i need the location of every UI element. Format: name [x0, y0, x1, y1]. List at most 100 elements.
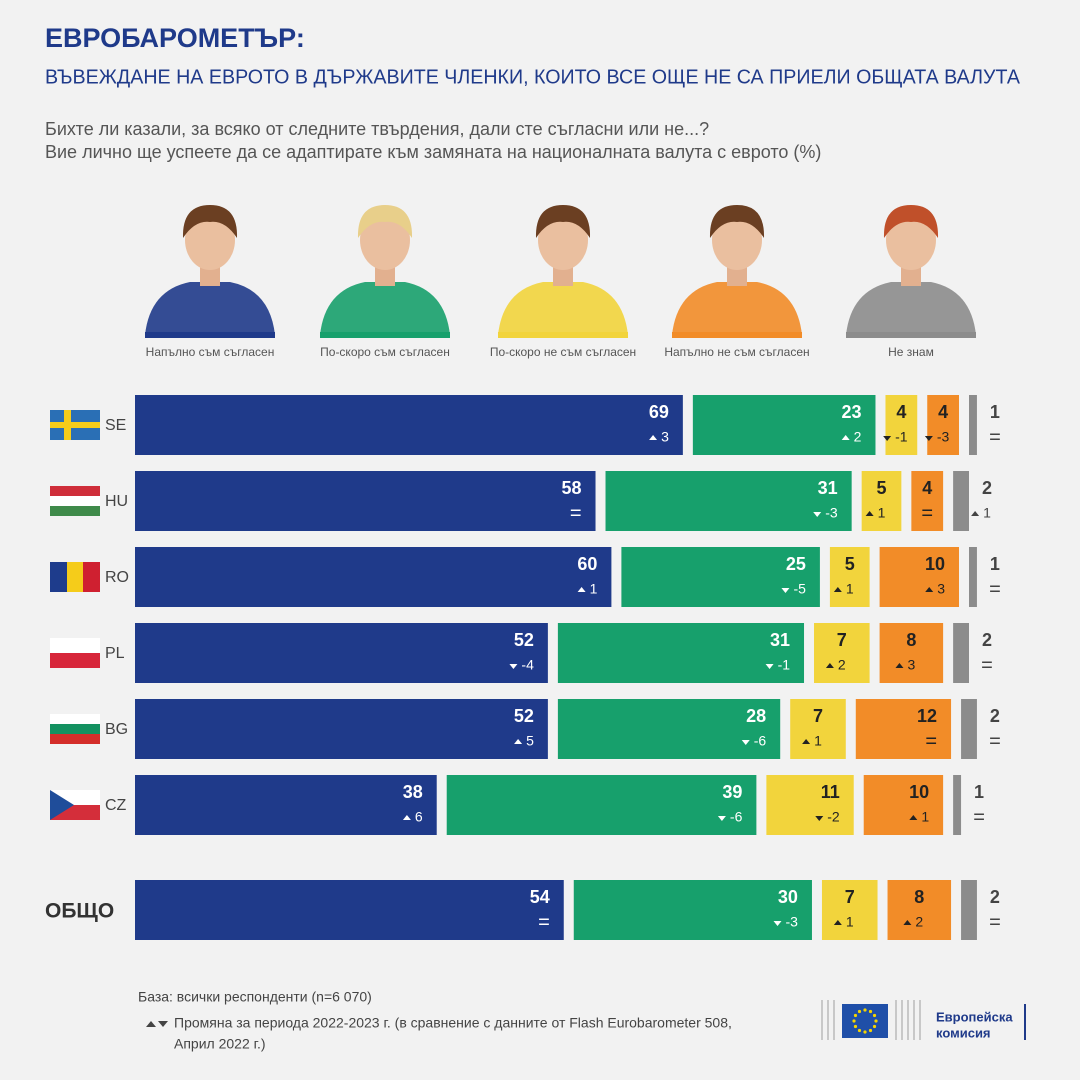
- avatar: [145, 205, 275, 338]
- bar-segment: [766, 775, 854, 835]
- bar-segment: [790, 699, 846, 759]
- star: [863, 1008, 867, 1012]
- avatar-body: [145, 282, 275, 335]
- value-label: 2: [982, 478, 992, 498]
- value-label: 25: [786, 554, 806, 574]
- star: [868, 1009, 873, 1014]
- change-label: =: [925, 730, 937, 752]
- value-label: 8: [906, 630, 916, 650]
- value-label: 31: [770, 630, 790, 650]
- flag: [50, 562, 100, 592]
- change-arrow: [883, 436, 892, 441]
- value-label: 31: [818, 478, 838, 498]
- avatar-underline: [145, 332, 275, 338]
- question-line: Вие лично ще успеете да се адаптирате къ…: [45, 142, 821, 162]
- bar-segment: [821, 880, 878, 940]
- value-label: 2: [982, 630, 992, 650]
- value-label: 7: [813, 706, 823, 726]
- flag: [50, 562, 67, 592]
- footer-note: Промяна за периода 2022-2023 г. (в сравн…: [174, 1015, 732, 1031]
- flag: [50, 422, 100, 428]
- change-label: -3: [825, 505, 838, 521]
- change-label: =: [538, 911, 550, 933]
- bar-segment: [879, 547, 959, 607]
- bar-segment: [446, 775, 757, 835]
- title: ЕВРОБАРОМЕТЪР:: [45, 23, 305, 53]
- category-label: RO: [105, 569, 129, 586]
- change-arrow: [509, 664, 518, 669]
- flag: [50, 410, 100, 440]
- change-label: -1: [778, 657, 791, 673]
- change-label: =: [989, 426, 1001, 448]
- bar-segment: [887, 880, 952, 940]
- avatar: [498, 205, 628, 338]
- change-arrow: [971, 511, 980, 516]
- avatar-underline: [320, 332, 450, 338]
- value-label: 5: [845, 554, 855, 574]
- legend-label: Напълно съм съгласен: [146, 345, 275, 359]
- change-arrow: [514, 739, 523, 744]
- bar-segment: [814, 623, 870, 683]
- avatar-head: [886, 210, 936, 270]
- footer-note: Април 2022 г.): [174, 1036, 266, 1052]
- change-label: =: [921, 502, 933, 524]
- bar-segment: [969, 395, 977, 455]
- bar-segment: [573, 880, 812, 940]
- change-label: 2: [915, 914, 923, 930]
- bar-segment: [605, 471, 852, 531]
- star: [853, 1024, 858, 1029]
- value-label: 7: [845, 887, 855, 907]
- value-label: 58: [561, 478, 581, 498]
- change-label: -2: [827, 809, 840, 825]
- change-label: =: [989, 578, 1001, 600]
- change-arrow: [765, 664, 774, 669]
- legend-label: Напълно не съм съгласен: [664, 345, 809, 359]
- star: [872, 1024, 877, 1029]
- avatar-body: [672, 282, 802, 335]
- question-line: Бихте ли казали, за всяко от следните тв…: [45, 119, 709, 139]
- avatar-hair: [709, 205, 765, 238]
- value-label: 52: [514, 706, 534, 726]
- avatar-head: [360, 210, 410, 270]
- star: [868, 1028, 873, 1033]
- bar-segment: [855, 699, 952, 759]
- flag: [50, 714, 100, 744]
- value-label: 54: [530, 887, 550, 907]
- bar-segment: [927, 395, 959, 455]
- change-label: 1: [846, 581, 854, 597]
- bar-segment: [863, 775, 944, 835]
- change-label: =: [570, 502, 582, 524]
- flag: [50, 486, 100, 516]
- value-label: 39: [722, 782, 742, 802]
- change-label: -6: [730, 809, 743, 825]
- change-label: 6: [415, 809, 423, 825]
- logo-text: комисия: [936, 1025, 991, 1040]
- bar-segment: [135, 775, 437, 835]
- star: [853, 1013, 858, 1018]
- change-arrow: [717, 816, 726, 821]
- star: [857, 1028, 862, 1033]
- logo: Европейска комисия: [821, 1000, 1026, 1040]
- flag: [50, 734, 100, 744]
- flag: [50, 486, 100, 496]
- value-label: 12: [917, 706, 937, 726]
- bar-segment: [953, 471, 969, 531]
- bar-segment: [135, 699, 548, 759]
- avatar-head: [538, 210, 588, 270]
- category-label: SE: [105, 417, 126, 434]
- subtitle: ВЪВЕЖДАНЕ НА ЕВРОТО В ДЪРЖАВИТЕ ЧЛЕНКИ, …: [45, 66, 1021, 88]
- change-arrow: [825, 663, 834, 668]
- bar-segment: [135, 547, 612, 607]
- change-label: 2: [854, 429, 862, 445]
- change-arrow: [895, 663, 904, 668]
- value-label: 8: [914, 887, 924, 907]
- bar-segment: [135, 471, 596, 531]
- category-label: ОБЩО: [45, 900, 114, 923]
- value-label: 1: [990, 402, 1000, 422]
- avatar-hair: [182, 205, 238, 238]
- avatar-hair: [357, 205, 413, 238]
- change-label: -3: [937, 429, 950, 445]
- down-icon: [158, 1021, 168, 1027]
- flag: [50, 653, 100, 668]
